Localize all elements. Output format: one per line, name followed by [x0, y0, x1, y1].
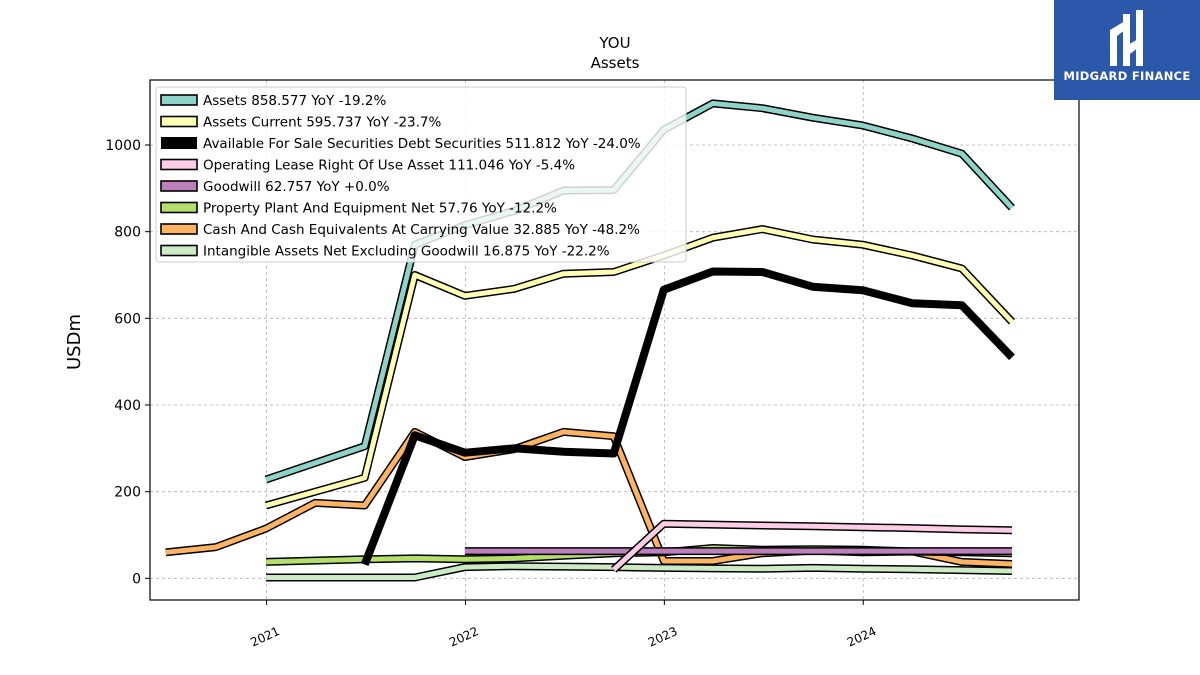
legend-label: Available For Sale Securities Debt Secur… [203, 136, 641, 152]
y-tick-label: 200 [114, 485, 141, 501]
series-3-line [610, 519, 1013, 573]
legend-label: Operating Lease Right Of Use Asset 111.0… [203, 158, 575, 174]
legend: Assets 858.577 YoY -19.2% Assets Current … [155, 86, 687, 263]
y-tick-label: 800 [114, 225, 141, 241]
y-tick-label: 0 [132, 571, 141, 587]
plot-frame [149, 79, 1080, 601]
series-stroke [612, 521, 1013, 572]
legend-swatch [160, 115, 198, 128]
legend-label: Assets 858.577 YoY -19.2% [203, 93, 387, 109]
y-tick-label: 1000 [105, 138, 141, 154]
x-tick-label: 2024 [845, 624, 879, 650]
chart-title: YOU [598, 34, 630, 52]
y-tick-label: 400 [114, 398, 141, 414]
series-stroke [360, 267, 1015, 566]
brand-name: MIDGARD FINANCE [1063, 69, 1191, 83]
legend-item: Cash And Cash Equivalents At Carrying Va… [160, 222, 640, 238]
legend-box [155, 86, 687, 263]
legend-item: Goodwill 62.757 YoY +0.0% [160, 179, 390, 195]
y-axis-label: USDm [64, 314, 85, 370]
series-lines [165, 99, 1015, 582]
legend-item: Assets 858.577 YoY -19.2% [160, 93, 387, 109]
legend-swatch [160, 94, 198, 106]
legend-swatch [160, 158, 198, 171]
legend-label: Goodwill 62.757 YoY +0.0% [203, 179, 390, 195]
legend-item: Operating Lease Right Of Use Asset 111.0… [160, 158, 575, 174]
x-tick-label: 2022 [447, 624, 481, 650]
legend-swatch [161, 137, 197, 149]
legend-swatch [160, 244, 198, 257]
brand-mark-icon [1110, 10, 1143, 66]
legend-item: Intangible Assets Net Excluding Goodwill… [160, 244, 610, 260]
legend-label: Intangible Assets Net Excluding Goodwill… [203, 244, 610, 260]
chart-subtitle: Assets [591, 54, 640, 72]
legend-swatch [160, 180, 198, 192]
legend-item: Available For Sale Securities Debt Secur… [161, 136, 641, 152]
legend-swatch [160, 201, 198, 214]
legend-item: Assets Current 595.737 YoY -23.7% [160, 115, 442, 131]
legend-swatch [160, 223, 198, 235]
legend-label: Property Plant And Equipment Net 57.76 Y… [203, 201, 557, 217]
series-stroke [266, 563, 1013, 580]
x-tick-label: 2023 [646, 624, 680, 650]
brand-logo: MIDGARD FINANCE [1054, 0, 1200, 100]
x-tick-label: 2021 [248, 624, 282, 650]
legend-label: Assets Current 595.737 YoY -23.7% [203, 115, 442, 131]
series-7-line [266, 562, 1013, 582]
series-2-line [360, 267, 1015, 566]
legend-item: Property Plant And Equipment Net 57.76 Y… [160, 201, 557, 217]
legend-label: Cash And Cash Equivalents At Carrying Va… [203, 222, 640, 238]
y-tick-label: 600 [114, 311, 141, 327]
